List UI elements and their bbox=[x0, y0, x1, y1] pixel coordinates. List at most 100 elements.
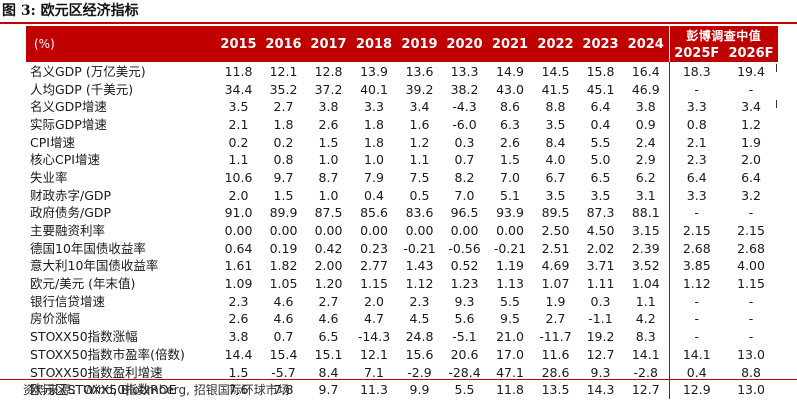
value-cell: 28.6 bbox=[541, 364, 570, 380]
indicator-label: 政府债务/GDP bbox=[30, 205, 112, 221]
value-cell: 5.6 bbox=[454, 311, 475, 327]
value-cell: 8.8 bbox=[545, 99, 566, 115]
value-cell: 0.5 bbox=[409, 187, 430, 203]
value-cell: 2.6 bbox=[318, 116, 339, 132]
value-cell: 21.0 bbox=[496, 329, 524, 345]
value-cell: 3.1 bbox=[635, 187, 656, 203]
value-cell: 6.3 bbox=[500, 116, 520, 132]
year-header: 2024 bbox=[623, 26, 669, 62]
table-row: 政府债务/GDP 91.0 89.9 87.5 85.6 83.6 96.5 93.9 89.5… bbox=[26, 204, 778, 223]
value-cell: 10.6 bbox=[224, 169, 253, 185]
value-cell: 5.5 bbox=[590, 134, 611, 150]
value-cell: 96.5 bbox=[450, 205, 479, 221]
value-cell: 1.0 bbox=[364, 152, 384, 168]
table-row: 财政赤字/GDP 2.0 1.5 1.0 0.4 0.5 7.0 5.1 3.5 3.5 3.1 3.… bbox=[26, 186, 778, 205]
value-cell: 45.1 bbox=[586, 81, 615, 97]
value-cell: 0.8 bbox=[273, 152, 294, 168]
value-cell: 4.6 bbox=[273, 311, 294, 327]
value-cell: 1.23 bbox=[450, 276, 479, 292]
value-cell: 0.00 bbox=[224, 223, 253, 239]
value-cell: -6.0 bbox=[452, 116, 477, 132]
value-cell: 93.9 bbox=[496, 205, 524, 221]
forecast-cell: 2.68 bbox=[668, 239, 724, 258]
value-cell: 3.5 bbox=[590, 187, 611, 203]
footer-divider bbox=[0, 379, 797, 380]
value-cell: 1.05 bbox=[269, 276, 298, 292]
value-cell: 4.2 bbox=[635, 311, 656, 327]
value-cell: 2.39 bbox=[631, 240, 660, 256]
indicator-label: 欧元/美元 (年末值) bbox=[30, 276, 136, 292]
value-cell: 1.5 bbox=[318, 134, 339, 150]
indicator-label: STOXX50指数涨幅 bbox=[30, 329, 138, 345]
value-cell: 3.3 bbox=[364, 99, 384, 115]
value-cell: 2.4 bbox=[635, 134, 656, 150]
value-cell: 13.9 bbox=[360, 63, 388, 79]
value-cell: 2.7 bbox=[545, 311, 566, 327]
value-cell: 3.71 bbox=[586, 258, 615, 274]
forecast-cell: 1.15 bbox=[737, 276, 765, 292]
forecast-cell: 18.3 bbox=[668, 62, 724, 81]
value-cell: 2.6 bbox=[228, 311, 249, 327]
forecast-cell: - bbox=[748, 293, 754, 309]
value-cell: 4.5 bbox=[409, 311, 430, 327]
year-header: 2015 bbox=[216, 26, 261, 62]
value-cell: 3.8 bbox=[635, 99, 656, 115]
value-cell: 6.2 bbox=[635, 169, 656, 185]
table-row: 德国10年国债收益率 0.64 0.19 0.42 0.23 -0.21 -0.56 -0.2… bbox=[26, 239, 778, 258]
value-cell: 3.15 bbox=[631, 223, 660, 239]
value-cell: 0.2 bbox=[228, 134, 249, 150]
value-cell: 1.43 bbox=[405, 258, 434, 274]
table-row: 银行信贷增速 2.3 4.6 2.7 2.0 2.3 9.3 5.5 1.9 0.3 1.1- - bbox=[26, 292, 778, 311]
value-cell: 47.1 bbox=[496, 364, 524, 380]
value-cell: 9.7 bbox=[273, 169, 294, 185]
value-cell: 3.5 bbox=[545, 187, 566, 203]
table-row: 主要融资利率 0.00 0.00 0.00 0.00 0.00 0.00 0.00 2.50 4.… bbox=[26, 222, 778, 240]
value-cell: 4.50 bbox=[586, 223, 615, 239]
value-cell: 13.5 bbox=[541, 382, 570, 398]
forecast-cell: 3.2 bbox=[741, 187, 761, 203]
forecast-cell: 3.4 bbox=[741, 99, 761, 115]
forecast-cell: - bbox=[748, 311, 754, 327]
table-row: 名义GDP (万亿美元) 11.8 12.1 12.8 13.9 13.6 13.3 14.9… bbox=[26, 62, 778, 81]
value-cell: 7.5 bbox=[409, 169, 430, 185]
edge-tick bbox=[776, 64, 777, 72]
forecast-cell: 2.15 bbox=[737, 223, 765, 239]
year-header: 2021 bbox=[487, 26, 533, 62]
value-cell: 1.04 bbox=[631, 276, 660, 292]
indicator-label: 失业率 bbox=[30, 169, 68, 185]
value-cell: 1.1 bbox=[228, 152, 249, 168]
forecast-cell: 6.4 bbox=[741, 169, 761, 185]
value-cell: 0.7 bbox=[454, 152, 475, 168]
value-cell: 1.12 bbox=[405, 276, 434, 292]
value-cell: 2.0 bbox=[364, 293, 384, 309]
value-cell: 89.5 bbox=[541, 205, 570, 221]
value-cell: 83.6 bbox=[405, 205, 434, 221]
indicator-label: 房价涨幅 bbox=[30, 311, 81, 327]
value-cell: 0.00 bbox=[269, 223, 298, 239]
year-header: 2022 bbox=[533, 26, 578, 62]
value-cell: 0.9 bbox=[635, 116, 656, 132]
forecast-year-header: 2025F bbox=[668, 44, 724, 62]
value-cell: 0.00 bbox=[405, 223, 434, 239]
value-cell: 0.4 bbox=[590, 116, 611, 132]
value-cell: 85.6 bbox=[360, 205, 388, 221]
value-cell: 15.8 bbox=[586, 63, 615, 79]
value-cell: 9.3 bbox=[454, 293, 475, 309]
forecast-cell: 14.1 bbox=[668, 346, 724, 364]
value-cell: 5.1 bbox=[500, 187, 520, 203]
value-cell: 2.3 bbox=[409, 293, 430, 309]
value-cell: 88.1 bbox=[631, 205, 660, 221]
value-cell: 14.3 bbox=[586, 382, 615, 398]
value-cell: 19.2 bbox=[586, 329, 615, 345]
forecast-cell: 2.3 bbox=[668, 151, 724, 170]
value-cell: 11.8 bbox=[496, 382, 524, 398]
value-cell: 1.8 bbox=[273, 116, 294, 132]
value-cell: 0.00 bbox=[450, 223, 479, 239]
value-cell: 8.7 bbox=[318, 169, 339, 185]
value-cell: 24.8 bbox=[405, 329, 434, 345]
year-header: 2020 bbox=[442, 26, 487, 62]
forecast-cell: 0.4 bbox=[668, 363, 724, 382]
value-cell: 4.69 bbox=[541, 258, 570, 274]
value-cell: 6.7 bbox=[545, 169, 566, 185]
